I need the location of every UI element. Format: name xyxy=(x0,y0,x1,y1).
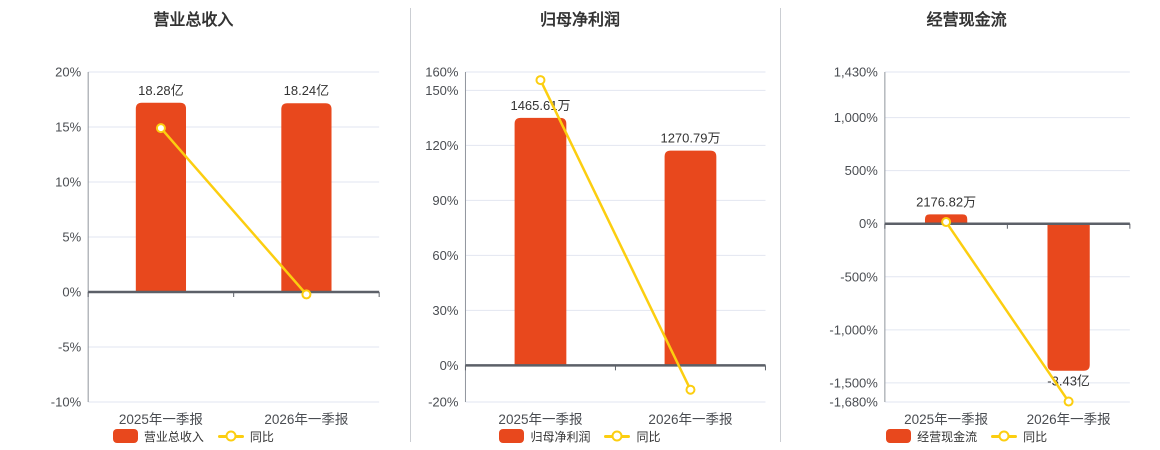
panel-divider xyxy=(780,8,781,442)
bar-value-label: 1270.79万 xyxy=(660,131,720,146)
operating-cashflow-chart-panel: 经营现金流 1,430% 1,000% 500% 0% -500% -1,000% -1,5… xyxy=(773,0,1160,450)
revenue-chart-panel: 营业总收入 20% 15% 10% 5% 0% -5% -10% 18.28亿 18.24亿 20… xyxy=(0,0,387,450)
y-tick-label: 1,000% xyxy=(834,110,879,125)
y-tick-label: -20% xyxy=(428,395,459,410)
bar[interactable] xyxy=(135,102,187,292)
x-axis-category-label: 2026年一季报 xyxy=(264,412,348,427)
legend-item-line-series[interactable]: 同比 xyxy=(604,428,661,445)
bar[interactable] xyxy=(664,150,716,366)
trend-line-point[interactable] xyxy=(155,123,166,134)
y-tick-label: 5% xyxy=(62,230,81,245)
y-tick-label: -5% xyxy=(58,340,82,355)
bar[interactable] xyxy=(281,103,332,293)
x-axis-category-label: 2025年一季报 xyxy=(498,412,582,427)
bar-series-label: 经营现金流 xyxy=(917,429,978,444)
legend-item-bar-series[interactable]: 营业总收入 xyxy=(112,428,204,445)
revenue-chart-plot: 20% 15% 10% 5% 0% -5% -10% 18.28亿 18.24亿 2025年一季报… xyxy=(51,65,380,427)
y-tick-label: 1,430% xyxy=(834,65,879,80)
chart-title: 经营现金流 xyxy=(926,12,1007,29)
y-tick-label: 150% xyxy=(425,83,459,98)
trend-line xyxy=(159,127,308,296)
line-series-label: 同比 xyxy=(249,429,274,444)
legend-item-line-series[interactable]: 同比 xyxy=(991,428,1047,445)
trend-line xyxy=(538,79,692,391)
chart-title: 营业总收入 xyxy=(153,12,234,29)
x-axis-category-label: 2025年一季报 xyxy=(904,412,988,427)
y-tick-label: -1,500% xyxy=(830,375,879,390)
bar-value-label: 2176.82万 xyxy=(916,194,976,209)
legend: 归母净利润 同比 xyxy=(387,428,774,444)
y-tick-label: 60% xyxy=(432,248,458,263)
bar-series-swatch-icon xyxy=(112,429,138,443)
x-axis-category-label: 2026年一季报 xyxy=(648,412,732,427)
y-tick-label: 90% xyxy=(432,193,458,208)
bar[interactable] xyxy=(1047,223,1091,371)
legend-item-line-series[interactable]: 同比 xyxy=(217,428,274,445)
panel-divider xyxy=(410,8,411,442)
trend-line-point[interactable] xyxy=(535,75,546,86)
bar-series-label: 营业总收入 xyxy=(143,429,204,444)
net-profit-chart-panel: 归母净利润 160% 150% 120% 90% 60% 30% 0% -20% 1465.61… xyxy=(387,0,774,450)
y-tick-label: 0% xyxy=(62,285,81,300)
y-tick-label: 0% xyxy=(439,358,458,373)
y-tick-label: 15% xyxy=(55,120,81,135)
line-series-label: 同比 xyxy=(636,429,661,444)
line-series-marker-icon xyxy=(604,430,631,442)
line-series-marker-icon xyxy=(217,430,244,442)
y-tick-label: 500% xyxy=(845,163,879,178)
line-series-marker-icon xyxy=(991,430,1018,442)
chart-title: 归母净利润 xyxy=(539,12,620,29)
operating-cashflow-chart-plot: 1,430% 1,000% 500% 0% -500% -1,000% -1,500% -1,… xyxy=(830,65,1131,427)
y-tick-label: 10% xyxy=(55,175,81,190)
y-tick-label: 20% xyxy=(55,65,81,80)
y-tick-label: -10% xyxy=(51,395,82,410)
y-tick-label: 30% xyxy=(432,303,458,318)
bar-value-label: 1465.61万 xyxy=(510,98,570,113)
legend: 营业总收入 同比 xyxy=(0,428,387,444)
y-tick-label: -1,000% xyxy=(830,322,879,337)
bar-value-label: 18.28亿 xyxy=(138,83,184,98)
y-tick-label: -500% xyxy=(841,269,879,284)
trend-line-point[interactable] xyxy=(941,217,952,228)
trend-line xyxy=(945,221,1070,403)
trend-line-point[interactable] xyxy=(685,384,696,395)
bar[interactable] xyxy=(514,117,566,366)
bar-series-swatch-icon xyxy=(886,429,912,443)
y-tick-label: -1,680% xyxy=(830,395,879,410)
line-series-label: 同比 xyxy=(1023,429,1048,444)
trend-line-point[interactable] xyxy=(301,289,312,300)
legend-item-bar-series[interactable]: 归母净利润 xyxy=(499,428,590,445)
bar-series-label: 归母净利润 xyxy=(530,429,591,444)
legend: 经营现金流 同比 xyxy=(773,428,1160,444)
net-profit-chart-plot: 160% 150% 120% 90% 60% 30% 0% -20% 1465.61万 1270.… xyxy=(425,65,766,427)
legend-item-bar-series[interactable]: 经营现金流 xyxy=(886,428,977,445)
bar-value-label: 18.24亿 xyxy=(284,83,330,98)
x-axis-category-label: 2025年一季报 xyxy=(119,412,203,427)
trend-line-point[interactable] xyxy=(1063,396,1074,407)
y-tick-label: 160% xyxy=(425,65,459,80)
x-axis-category-label: 2026年一季报 xyxy=(1027,412,1111,427)
y-tick-label: 120% xyxy=(425,138,459,153)
y-tick-label: 0% xyxy=(859,216,878,231)
bar-series-swatch-icon xyxy=(499,429,525,443)
